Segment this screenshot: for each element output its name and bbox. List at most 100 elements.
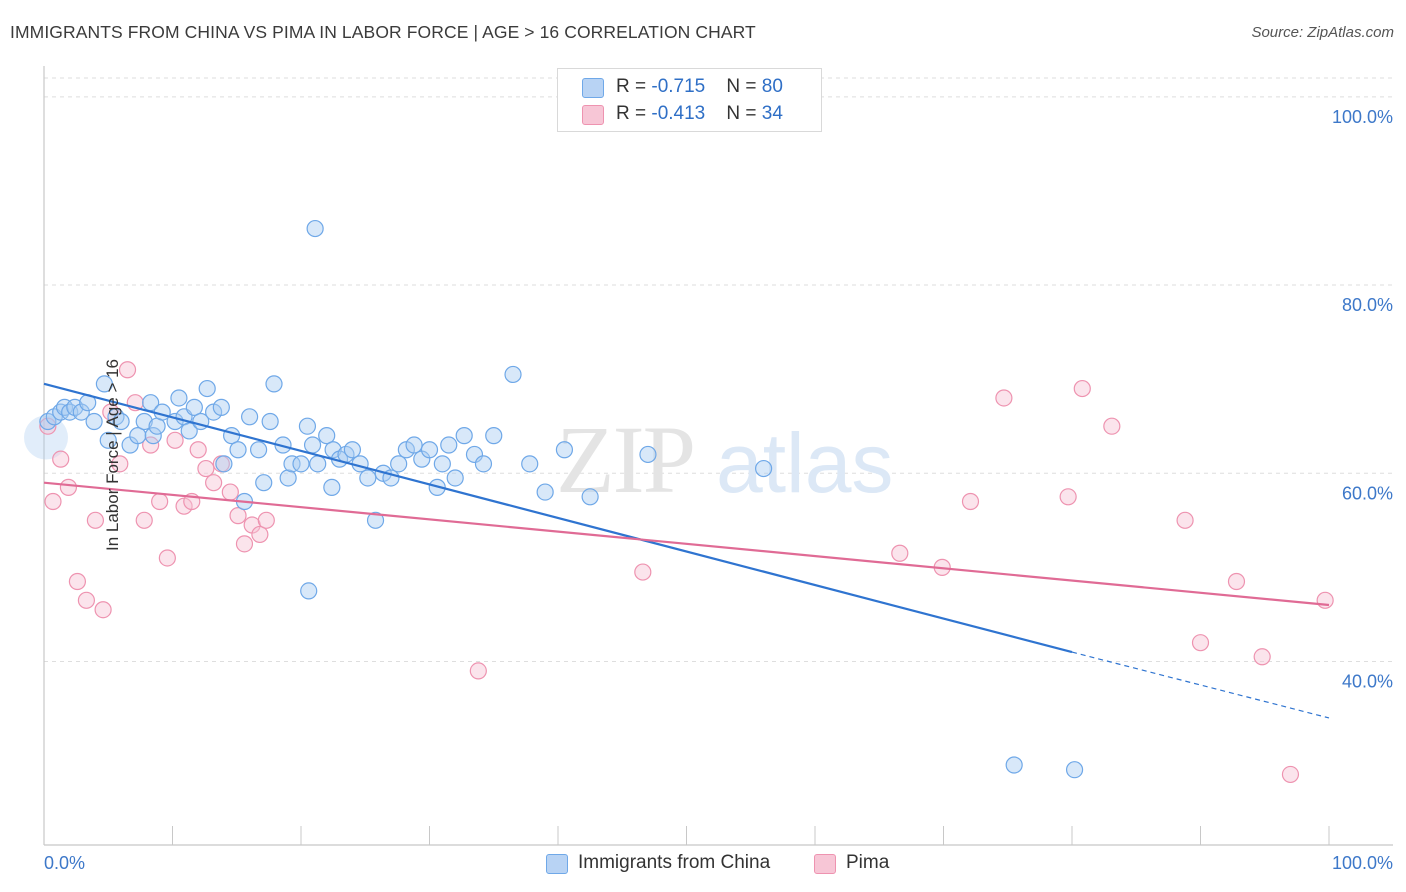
china-point: [72, 403, 90, 421]
legend-n-label: N =: [726, 103, 762, 124]
china-point: [323, 478, 341, 496]
bottom-legend-label-pima: Pima: [846, 852, 890, 873]
china-point: [390, 455, 408, 473]
chart-source: Source: ZipAtlas.com: [1251, 24, 1394, 41]
china-point: [420, 441, 439, 459]
china-point: [298, 417, 317, 435]
watermark-zip: ZIP: [556, 406, 694, 513]
china-point: [639, 445, 657, 464]
bottom-legend-swatch-china: [546, 854, 568, 874]
x-tick-label-min: 0.0%: [44, 853, 85, 873]
china-point: [95, 375, 113, 393]
legend-n-label: N =: [726, 76, 762, 97]
pima-point: [1176, 511, 1194, 529]
pima-point: [1227, 572, 1246, 591]
pima-point: [135, 511, 153, 529]
pima-point: [229, 507, 247, 525]
pima-point: [86, 511, 105, 529]
china-point: [99, 431, 117, 449]
cluster-blob: [24, 415, 68, 460]
china-point: [85, 412, 103, 431]
china-point: [261, 412, 279, 431]
china-point: [474, 455, 493, 473]
watermark-atlas: atlas: [716, 416, 893, 510]
china-point: [405, 436, 423, 454]
pima-point: [1191, 634, 1210, 652]
china-point: [446, 469, 464, 487]
pima-point: [166, 431, 184, 449]
pima-point: [197, 459, 215, 478]
china-point: [309, 455, 327, 473]
china-point: [300, 582, 318, 600]
china-point: [212, 398, 230, 416]
china-point: [303, 436, 322, 454]
legend-r-label: R =: [616, 76, 652, 97]
china-trend-extension: [1071, 651, 1330, 719]
pima-point: [1059, 488, 1077, 506]
legend-r-value: -0.715: [651, 76, 706, 97]
china-point: [170, 389, 188, 407]
china-point: [112, 412, 130, 431]
x-tick-label-max: 100.0%: [1332, 853, 1393, 873]
china-point: [359, 469, 377, 487]
china-point: [754, 459, 773, 478]
china-point: [283, 455, 301, 473]
pima-point: [44, 492, 62, 511]
legend-r-label: R =: [616, 103, 652, 124]
pima-point: [235, 535, 254, 553]
china-point: [504, 365, 522, 384]
pima-point: [995, 389, 1013, 407]
pima-point: [118, 361, 137, 379]
pima-point: [77, 591, 96, 609]
china-point: [292, 455, 310, 473]
legend-n-value: 80: [761, 76, 783, 97]
china-trend-line: [43, 382, 1073, 654]
china-point: [135, 412, 153, 431]
pima-point: [158, 549, 176, 567]
china-point: [440, 436, 458, 454]
china-point: [241, 408, 259, 426]
china-point: [555, 441, 574, 459]
china-point: [485, 427, 503, 445]
china-point: [144, 427, 162, 445]
pima-point: [1281, 765, 1300, 784]
china-point: [343, 441, 361, 459]
china-point: [318, 427, 336, 445]
china-point: [255, 474, 273, 492]
china-point: [185, 398, 203, 416]
pima-point: [257, 511, 275, 529]
china-point: [536, 483, 554, 501]
y-tick-label: 80.0%: [1342, 295, 1393, 315]
legend-swatch-pima: [582, 105, 604, 125]
china-point: [265, 375, 283, 393]
china-point: [581, 488, 599, 506]
pima-point: [52, 450, 70, 468]
china-point: [215, 455, 233, 473]
pima-point: [1073, 379, 1091, 398]
china-point: [107, 408, 125, 426]
china-point: [465, 445, 484, 464]
pima-point: [39, 417, 57, 435]
y-tick-label: 100.0%: [1332, 107, 1393, 127]
china-point: [433, 455, 451, 473]
pima-point: [221, 483, 239, 501]
legend-swatch-china: [582, 78, 604, 98]
y-tick-label: 60.0%: [1342, 483, 1393, 503]
china-point: [306, 219, 324, 238]
china-point: [229, 441, 247, 459]
pima-point: [111, 455, 129, 473]
pima-point: [1253, 648, 1271, 666]
china-point: [1005, 756, 1023, 774]
pima-point: [205, 474, 223, 492]
chart-title: IMMIGRANTS FROM CHINA VS PIMA IN LABOR F…: [10, 22, 756, 42]
pima-point: [1316, 591, 1334, 609]
pima-point: [251, 525, 269, 544]
china-point: [324, 441, 342, 459]
pima-point: [68, 572, 87, 591]
pima-point: [189, 441, 207, 459]
china-point: [180, 422, 198, 440]
legend-n-value: 34: [761, 103, 783, 124]
china-point: [521, 455, 539, 473]
pima-point: [1103, 417, 1121, 435]
